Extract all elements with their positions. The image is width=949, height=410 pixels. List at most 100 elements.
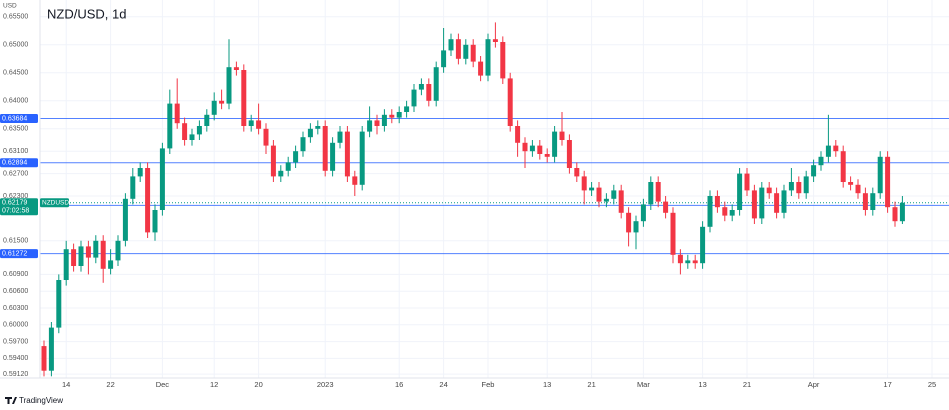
- candle-body: [233, 67, 239, 70]
- candle-body: [85, 246, 91, 258]
- x-tick-label: 16: [395, 380, 403, 389]
- x-tick-label: 21: [587, 380, 595, 389]
- candle-body: [167, 103, 173, 149]
- candle-body: [367, 120, 373, 132]
- candle-body: [196, 126, 202, 135]
- candle-body: [108, 260, 114, 269]
- candle-body: [648, 182, 654, 205]
- last-price-tag: [0, 198, 38, 216]
- candle-body: [463, 44, 469, 59]
- candle-body: [707, 196, 713, 227]
- candle-body: [492, 39, 498, 42]
- price-tag: [0, 158, 38, 168]
- axis: 0.65500 0.65000 0.64500 0.64000 0.63500 0.631…: [0, 14, 936, 389]
- price-lines: [40, 117, 949, 255]
- last-price-label: 0.62179: [2, 200, 27, 207]
- y-tick-label: 0.64500: [3, 70, 28, 77]
- candle-body: [256, 120, 262, 129]
- candle-body: [885, 156, 891, 208]
- candle-body: [818, 156, 824, 166]
- candle-body: [137, 168, 143, 177]
- candle-body: [285, 162, 291, 171]
- candle-body: [478, 61, 484, 76]
- y-tick-label: 0.60000: [3, 322, 28, 329]
- candle-body: [263, 128, 269, 146]
- chart-title: NZD/USD, 1d: [47, 6, 126, 21]
- candle-body: [145, 168, 151, 233]
- candle-body: [552, 131, 558, 157]
- candle-body: [774, 193, 780, 213]
- x-tick-label: 22: [106, 380, 114, 389]
- y-tick-label: 0.59400: [3, 355, 28, 362]
- candle-body: [685, 260, 691, 264]
- candle-body: [359, 131, 365, 185]
- x-tick-label: 21: [743, 380, 751, 389]
- candle-body: [41, 346, 47, 371]
- candle-body: [293, 151, 299, 163]
- x-tick-label: 17: [883, 380, 891, 389]
- candle-body: [130, 176, 136, 199]
- y-tick-label: 0.63100: [3, 148, 28, 155]
- x-tick-label: 24: [439, 380, 447, 389]
- candle-body: [751, 190, 757, 219]
- candle-body: [581, 176, 587, 191]
- candle-body: [337, 131, 343, 143]
- candle-body: [515, 126, 521, 143]
- candle-body: [389, 114, 395, 118]
- price-tag-label: 0.62894: [2, 160, 27, 167]
- candle-body: [226, 67, 232, 104]
- candle-body: [381, 114, 387, 126]
- candle-body: [411, 89, 417, 107]
- price-tag: [0, 113, 38, 123]
- candle-body: [589, 187, 595, 191]
- candle-body: [248, 120, 254, 126]
- candle-body: [159, 148, 165, 210]
- candle-body: [455, 39, 461, 59]
- candle-body: [729, 210, 735, 216]
- x-tick-label: 25: [928, 380, 936, 389]
- x-tick-label: Dec: [156, 380, 170, 389]
- candle-body: [71, 249, 77, 266]
- countdown: 07:02:58: [2, 208, 29, 215]
- candle-body: [722, 207, 728, 216]
- candle-body: [626, 212, 632, 233]
- candle-body: [189, 134, 195, 140]
- candle-body: [833, 145, 839, 152]
- x-tick-label: Apr: [808, 380, 820, 389]
- y-tick-label: 0.65500: [3, 14, 28, 21]
- y-tick-label: 0.62700: [3, 170, 28, 177]
- y-tick-label: 0.60300: [3, 305, 28, 312]
- candle-body: [48, 327, 54, 371]
- candle-body: [63, 249, 69, 280]
- y-tick-label: 0.64000: [3, 98, 28, 105]
- candle-body: [855, 184, 861, 194]
- candle-body: [811, 165, 817, 177]
- candle-body: [56, 280, 62, 328]
- candle-body: [204, 114, 210, 126]
- y-tick-label: 0.59700: [3, 338, 28, 345]
- x-tick-label: 2023: [317, 380, 334, 389]
- price-tag-label: 0.63684: [2, 115, 27, 122]
- y-tick-label: 0.65000: [3, 42, 28, 49]
- y-tick-label: 0.60600: [3, 288, 28, 295]
- candle-body: [877, 156, 883, 194]
- symbol-label: NZDUSD: [42, 199, 69, 206]
- candle-body: [152, 210, 158, 233]
- candle-body: [507, 78, 513, 126]
- candle-body: [537, 145, 543, 154]
- x-tick-label: 14: [62, 380, 70, 389]
- y-tick-label: 0.60900: [3, 271, 28, 278]
- price-tag-label: 0.61272: [2, 250, 27, 257]
- candle-body: [759, 187, 765, 219]
- candle-body: [219, 100, 225, 104]
- candle-body: [825, 145, 831, 157]
- candle-body: [574, 168, 580, 177]
- candle-body: [307, 128, 313, 138]
- y-tick-label: 0.61500: [3, 238, 28, 245]
- candle-body: [848, 182, 854, 185]
- x-tick-label: 20: [254, 380, 262, 389]
- candle-body: [803, 176, 809, 194]
- y-axis-label: USD: [3, 3, 17, 10]
- candle-body: [677, 254, 683, 264]
- candle-body: [78, 246, 84, 266]
